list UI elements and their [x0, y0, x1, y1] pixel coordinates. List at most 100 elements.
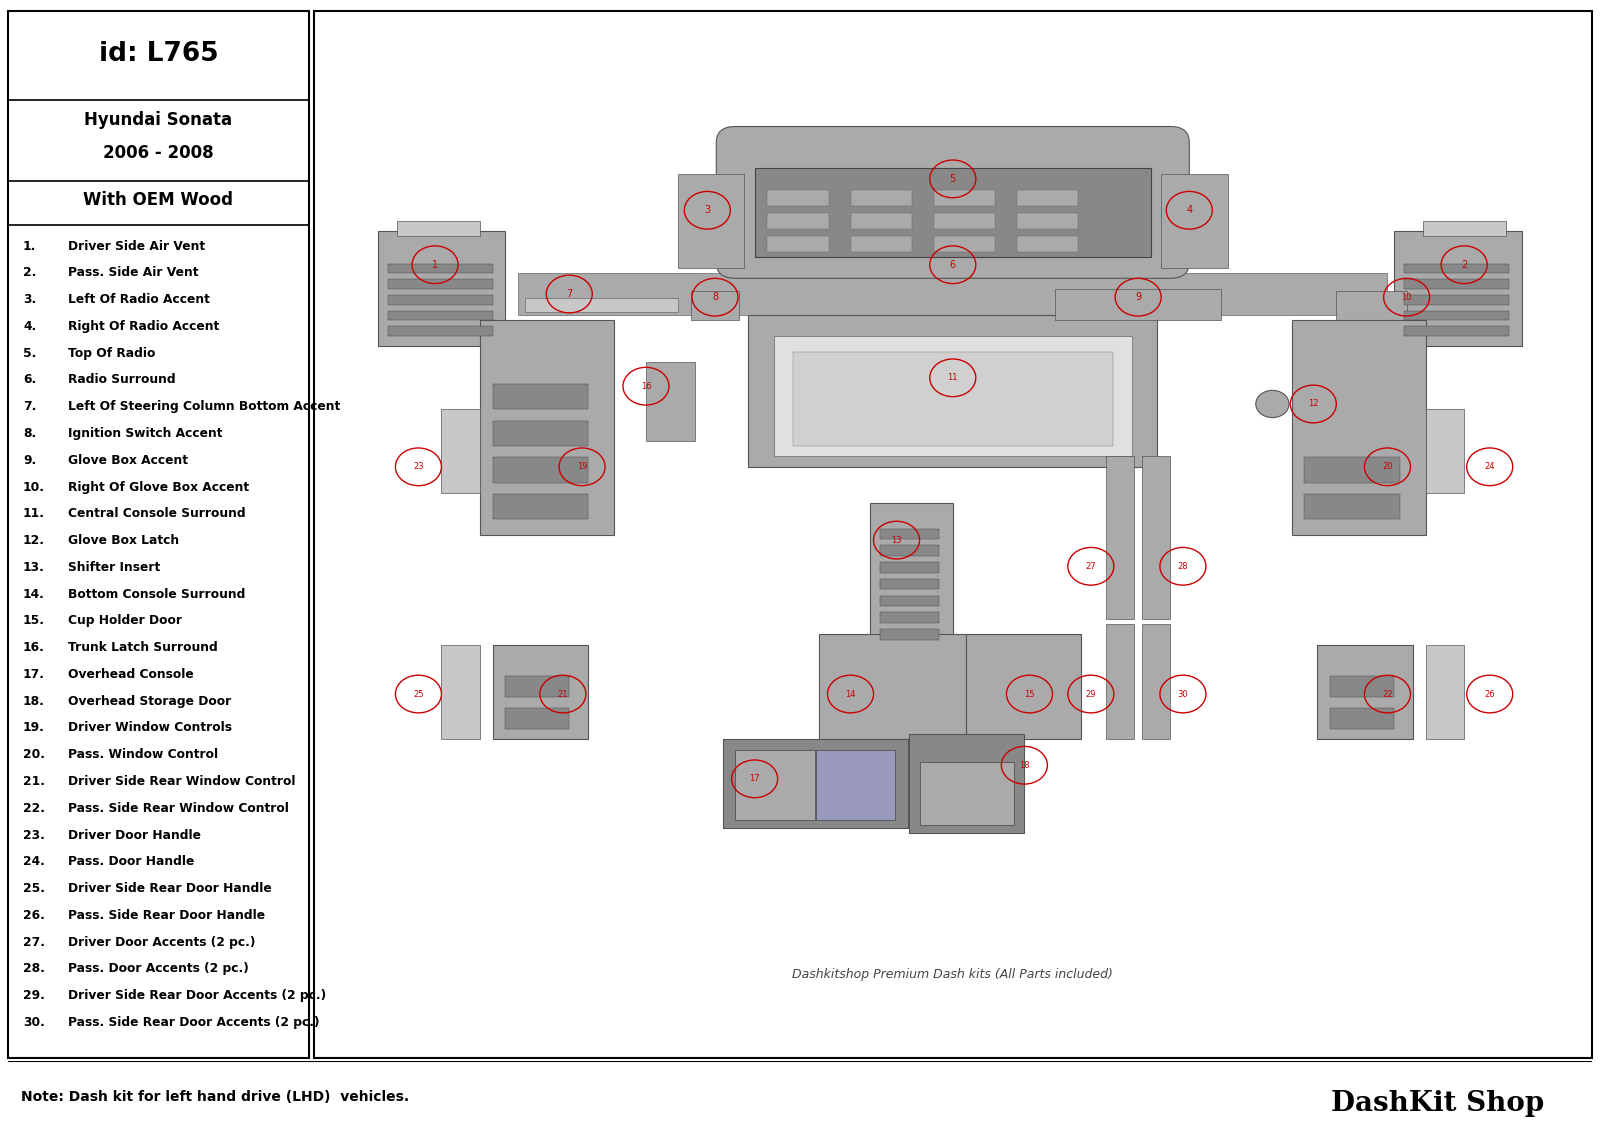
Text: 4: 4 [1186, 205, 1192, 215]
Bar [934, 214, 995, 229]
Text: 9: 9 [1134, 292, 1141, 302]
Text: 20: 20 [1382, 462, 1392, 471]
Text: 15: 15 [1024, 689, 1035, 698]
Bar [691, 291, 739, 320]
Text: Driver Door Accents (2 pc.): Driver Door Accents (2 pc.) [69, 936, 256, 949]
Text: 26.: 26. [22, 909, 45, 921]
Bar [493, 421, 589, 446]
Text: 5.: 5. [22, 346, 37, 360]
Text: Glove Box Accent: Glove Box Accent [69, 454, 189, 466]
Bar [678, 173, 744, 268]
Text: 3: 3 [704, 205, 710, 215]
Text: 23.: 23. [22, 829, 45, 841]
Bar [506, 676, 570, 697]
Text: Driver Door Handle: Driver Door Handle [69, 829, 202, 841]
Text: 21: 21 [558, 689, 568, 698]
Text: id: L765: id: L765 [99, 41, 218, 67]
Text: 2.: 2. [22, 266, 37, 280]
Text: With OEM Wood: With OEM Wood [83, 191, 234, 209]
Bar [880, 612, 939, 623]
Bar [1016, 190, 1078, 206]
Bar [768, 190, 829, 206]
Bar [518, 273, 1387, 315]
Bar [397, 221, 480, 237]
Text: 16: 16 [640, 381, 651, 391]
Text: 27.: 27. [22, 936, 45, 949]
Bar [1106, 456, 1134, 618]
Text: 8.: 8. [22, 427, 37, 440]
Bar [378, 231, 506, 346]
Text: 1.: 1. [22, 240, 37, 252]
Text: Hyundai Sonata: Hyundai Sonata [85, 111, 232, 129]
Text: 25.: 25. [22, 882, 45, 895]
Text: 30: 30 [1178, 689, 1189, 698]
Text: 17: 17 [749, 774, 760, 783]
Bar [1336, 291, 1406, 320]
Text: 14: 14 [845, 689, 856, 698]
Bar [506, 708, 570, 729]
Text: 26: 26 [1485, 689, 1494, 698]
Text: Overhead Console: Overhead Console [69, 668, 194, 681]
Text: 27: 27 [1085, 561, 1096, 571]
Text: Glove Box Latch: Glove Box Latch [69, 534, 179, 547]
Text: 28.: 28. [22, 962, 45, 976]
Text: 13.: 13. [22, 560, 45, 574]
Bar [387, 311, 493, 320]
Bar [909, 734, 1024, 833]
Text: Right Of Glove Box Accent: Right Of Glove Box Accent [69, 480, 250, 494]
Bar [736, 749, 814, 820]
Text: Driver Window Controls: Driver Window Controls [69, 721, 232, 735]
Text: Cup Holder Door: Cup Holder Door [69, 615, 182, 627]
Text: 10: 10 [1402, 293, 1411, 302]
Bar [493, 494, 589, 520]
Bar [1142, 624, 1170, 739]
Bar [442, 645, 480, 739]
Bar [1426, 409, 1464, 492]
Bar [1304, 494, 1400, 520]
Text: 9.: 9. [22, 454, 37, 466]
Bar [1162, 173, 1227, 268]
Bar [768, 237, 829, 252]
Text: 4.: 4. [22, 320, 37, 333]
Bar [1394, 231, 1522, 346]
Bar [816, 749, 896, 820]
Text: Driver Side Rear Door Handle: Driver Side Rear Door Handle [69, 882, 272, 895]
Bar [880, 563, 939, 573]
Text: 22: 22 [1382, 689, 1392, 698]
Bar [851, 190, 912, 206]
Text: Note: Dash kit for left hand drive (LHD)  vehicles.: Note: Dash kit for left hand drive (LHD)… [21, 1090, 408, 1104]
Text: 30.: 30. [22, 1015, 45, 1029]
Bar [851, 237, 912, 252]
Bar [493, 384, 589, 409]
Text: Radio Surround: Radio Surround [69, 374, 176, 386]
Text: 6.: 6. [22, 374, 37, 386]
Text: 11.: 11. [22, 507, 45, 521]
Bar [880, 546, 939, 556]
Text: 29: 29 [1086, 689, 1096, 698]
Text: 7: 7 [566, 289, 573, 299]
Text: 15.: 15. [22, 615, 45, 627]
Text: Pass. Side Rear Door Accents (2 pc.): Pass. Side Rear Door Accents (2 pc.) [69, 1015, 320, 1029]
Bar [442, 409, 480, 492]
Text: Pass. Door Handle: Pass. Door Handle [69, 856, 195, 868]
Bar [880, 529, 939, 539]
Text: 8: 8 [712, 292, 718, 302]
Bar [1291, 320, 1426, 534]
Bar [1405, 264, 1509, 273]
Bar [1424, 221, 1506, 237]
Bar [387, 326, 493, 336]
Bar [1330, 676, 1394, 697]
Bar [1016, 214, 1078, 229]
Text: Pass. Side Air Vent: Pass. Side Air Vent [69, 266, 198, 280]
Bar [525, 298, 678, 311]
Text: Pass. Door Accents (2 pc.): Pass. Door Accents (2 pc.) [69, 962, 250, 976]
Bar [1405, 326, 1509, 336]
Text: Driver Side Air Vent: Driver Side Air Vent [69, 240, 205, 252]
Text: Shifter Insert: Shifter Insert [69, 560, 160, 574]
Bar [1330, 708, 1394, 729]
Bar [1142, 456, 1170, 618]
Text: 17.: 17. [22, 668, 45, 681]
Text: 25: 25 [413, 689, 424, 698]
Text: 7.: 7. [22, 401, 37, 413]
Text: Pass. Side Rear Window Control: Pass. Side Rear Window Control [69, 801, 290, 815]
